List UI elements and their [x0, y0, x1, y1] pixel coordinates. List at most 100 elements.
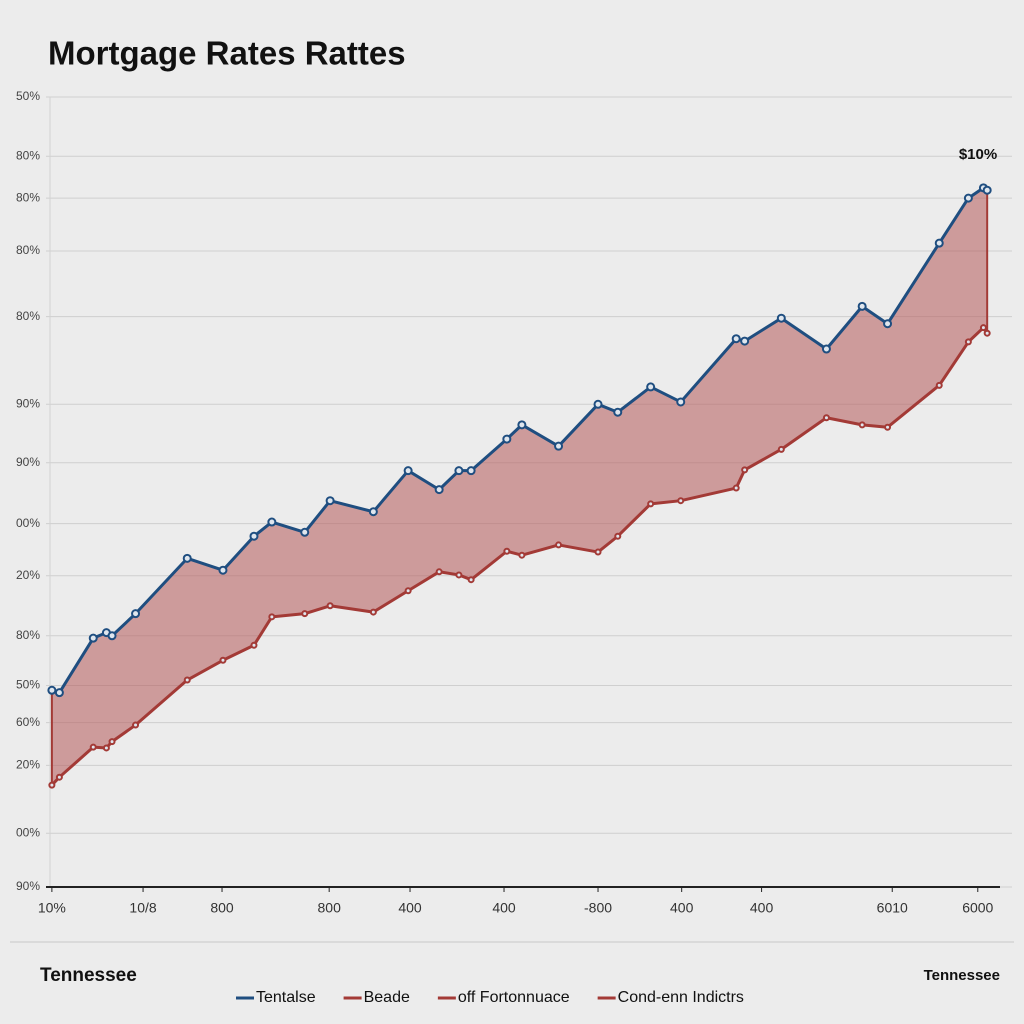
point: [250, 641, 258, 649]
point: [131, 609, 141, 619]
point: [935, 381, 943, 389]
legend-label: Tentalse: [256, 989, 316, 1006]
point: [404, 587, 412, 595]
point: [740, 336, 750, 346]
point: [741, 466, 749, 474]
series-line: [51, 186, 988, 695]
y-tick-label: 80%: [16, 190, 40, 204]
point: [249, 531, 259, 541]
point: [593, 399, 603, 409]
point: [132, 721, 140, 729]
x-tick-label: 400: [492, 900, 516, 916]
point: [646, 382, 656, 392]
point: [107, 631, 117, 641]
point: [934, 238, 944, 248]
series-line: [50, 326, 989, 787]
point: [48, 781, 56, 789]
point: [517, 420, 527, 430]
x-tick-label: 10/8: [129, 900, 156, 916]
x-tick-label: 400: [750, 900, 774, 916]
point: [326, 602, 334, 610]
point: [403, 466, 413, 476]
x-tick-label: 800: [318, 900, 342, 916]
point: [884, 423, 892, 431]
footer-right: Tennessee: [924, 967, 1000, 984]
point: [219, 656, 227, 664]
point: [108, 738, 116, 746]
point: [435, 568, 443, 576]
point: [368, 507, 378, 517]
y-tick-label: 80%: [16, 148, 40, 162]
x-tick-label: 6000: [962, 900, 993, 916]
point: [88, 633, 98, 643]
point: [301, 610, 309, 618]
x-tick-label: 6010: [877, 900, 908, 916]
x-tick-label: 400: [398, 900, 422, 916]
point: [776, 313, 786, 323]
point: [466, 466, 476, 476]
point: [555, 541, 563, 549]
point: [594, 548, 602, 556]
y-tick-label: 00%: [16, 825, 40, 839]
point: [964, 338, 972, 346]
point: [467, 576, 475, 584]
point: [732, 484, 740, 492]
point: [182, 553, 192, 563]
y-tick-label: 80%: [16, 628, 40, 642]
point: [369, 608, 377, 616]
y-tick-label: 90%: [16, 879, 40, 893]
point: [613, 407, 623, 417]
point: [777, 445, 785, 453]
y-tick-label: 50%: [16, 89, 40, 103]
point: [883, 319, 893, 329]
y-tick-label: 80%: [16, 309, 40, 323]
point: [55, 773, 63, 781]
point: [822, 414, 830, 422]
x-tick-label: 800: [210, 900, 234, 916]
x-tick-label: -800: [584, 900, 612, 916]
y-tick-label: 00%: [16, 516, 40, 530]
point: [677, 497, 685, 505]
y-tick-label: 20%: [16, 568, 40, 582]
point: [54, 688, 64, 698]
point: [325, 496, 335, 506]
point: [857, 301, 867, 311]
point: [518, 551, 526, 559]
legend-label: off Fortonnuace: [458, 989, 570, 1006]
point: [102, 744, 110, 752]
point: [858, 421, 866, 429]
point: [982, 185, 992, 195]
point: [979, 324, 987, 332]
chart-title: Mortgage Rates Rattes: [48, 35, 406, 72]
point: [676, 397, 686, 407]
point: [434, 485, 444, 495]
y-tick-label: 50%: [16, 678, 40, 692]
point: [614, 532, 622, 540]
point: [268, 613, 276, 621]
point: [554, 441, 564, 451]
point: [503, 547, 511, 555]
point: [455, 571, 463, 579]
legend-label: Cond-enn Indictrs: [618, 989, 744, 1006]
point: [821, 344, 831, 354]
point: [454, 466, 464, 476]
legend-label: Beade: [364, 989, 410, 1006]
point: [47, 685, 57, 695]
y-tick-label: 60%: [16, 715, 40, 729]
x-tick-label: 400: [670, 900, 694, 916]
annotation: $10%: [959, 146, 997, 163]
point: [502, 434, 512, 444]
point: [731, 334, 741, 344]
point: [89, 743, 97, 751]
point: [300, 527, 310, 537]
x-tick-label: 10%: [38, 900, 66, 916]
y-tick-label: 90%: [16, 455, 40, 469]
point: [983, 329, 991, 337]
point: [267, 517, 277, 527]
point: [183, 676, 191, 684]
point: [218, 565, 228, 575]
point: [963, 193, 973, 203]
y-tick-label: 20%: [16, 758, 40, 772]
footer-left: Tennessee: [40, 965, 137, 986]
